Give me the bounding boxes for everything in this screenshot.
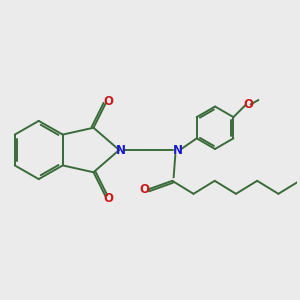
Text: O: O [103,193,113,206]
Text: O: O [139,183,149,196]
Text: O: O [103,94,113,107]
Text: N: N [172,143,182,157]
Text: N: N [116,143,126,157]
Text: O: O [244,98,254,111]
